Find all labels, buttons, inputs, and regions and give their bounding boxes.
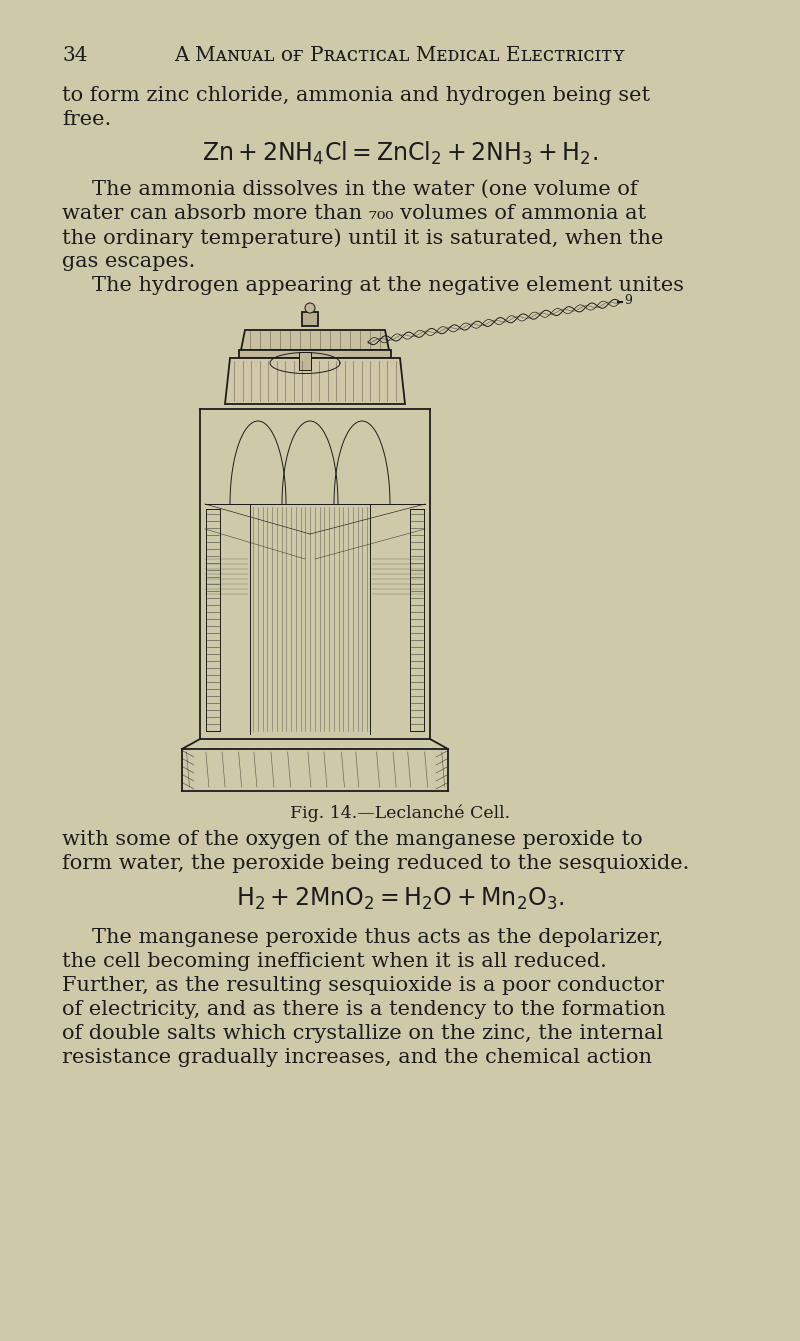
- Text: $\mathrm{Zn+2NH_4Cl=ZnCl_2+2NH_3+H_2.}$: $\mathrm{Zn+2NH_4Cl=ZnCl_2+2NH_3+H_2.}$: [202, 139, 598, 168]
- Bar: [299, 351, 311, 370]
- Text: free.: free.: [62, 110, 111, 129]
- Text: the cell becoming inefficient when it is all reduced.: the cell becoming inefficient when it is…: [62, 952, 607, 971]
- Polygon shape: [241, 330, 389, 350]
- Polygon shape: [239, 350, 391, 358]
- Text: A Mᴀɴᴜᴀʟ ᴏғ Pʀᴀᴄᴛɪᴄᴀʟ Mᴇᴅɪᴄᴀʟ Eʟᴇᴄᴛʀɪᴄɪᴛʏ: A Mᴀɴᴜᴀʟ ᴏғ Pʀᴀᴄᴛɪᴄᴀʟ Mᴇᴅɪᴄᴀʟ Eʟᴇᴄᴛʀɪᴄɪᴛ…: [174, 46, 626, 64]
- Text: water can absorb more than ₇₀₀ volumes of ammonia at: water can absorb more than ₇₀₀ volumes o…: [62, 204, 646, 223]
- Text: of electricity, and as there is a tendency to the formation: of electricity, and as there is a tenden…: [62, 1000, 666, 1019]
- Text: gas escapes.: gas escapes.: [62, 252, 195, 271]
- Polygon shape: [302, 312, 318, 326]
- Text: with some of the oxygen of the manganese peroxide to: with some of the oxygen of the manganese…: [62, 830, 642, 849]
- Text: 9: 9: [624, 294, 632, 307]
- Text: The ammonia dissolves in the water (one volume of: The ammonia dissolves in the water (one …: [92, 180, 638, 198]
- Text: of double salts which crystallize on the zinc, the internal: of double salts which crystallize on the…: [62, 1025, 663, 1043]
- Text: The hydrogen appearing at the negative element unites: The hydrogen appearing at the negative e…: [92, 276, 684, 295]
- Text: form water, the peroxide being reduced to the sesquioxide.: form water, the peroxide being reduced t…: [62, 854, 690, 873]
- Text: $\mathrm{H_2+2MnO_2=H_2O+Mn_2O_3.}$: $\mathrm{H_2+2MnO_2=H_2O+Mn_2O_3.}$: [236, 886, 564, 912]
- Text: The manganese peroxide thus acts as the depolarizer,: The manganese peroxide thus acts as the …: [92, 928, 663, 947]
- Text: the ordinary temperature) until it is saturated, when the: the ordinary temperature) until it is sa…: [62, 228, 663, 248]
- Text: Fig. 14.—Leclanché Cell.: Fig. 14.—Leclanché Cell.: [290, 805, 510, 822]
- Text: resistance gradually increases, and the chemical action: resistance gradually increases, and the …: [62, 1049, 652, 1067]
- Text: Further, as the resulting sesquioxide is a poor conductor: Further, as the resulting sesquioxide is…: [62, 976, 664, 995]
- Text: 34: 34: [62, 46, 87, 64]
- Polygon shape: [225, 358, 405, 404]
- Text: to form zinc chloride, ammonia and hydrogen being set: to form zinc chloride, ammonia and hydro…: [62, 86, 650, 105]
- Circle shape: [305, 303, 315, 312]
